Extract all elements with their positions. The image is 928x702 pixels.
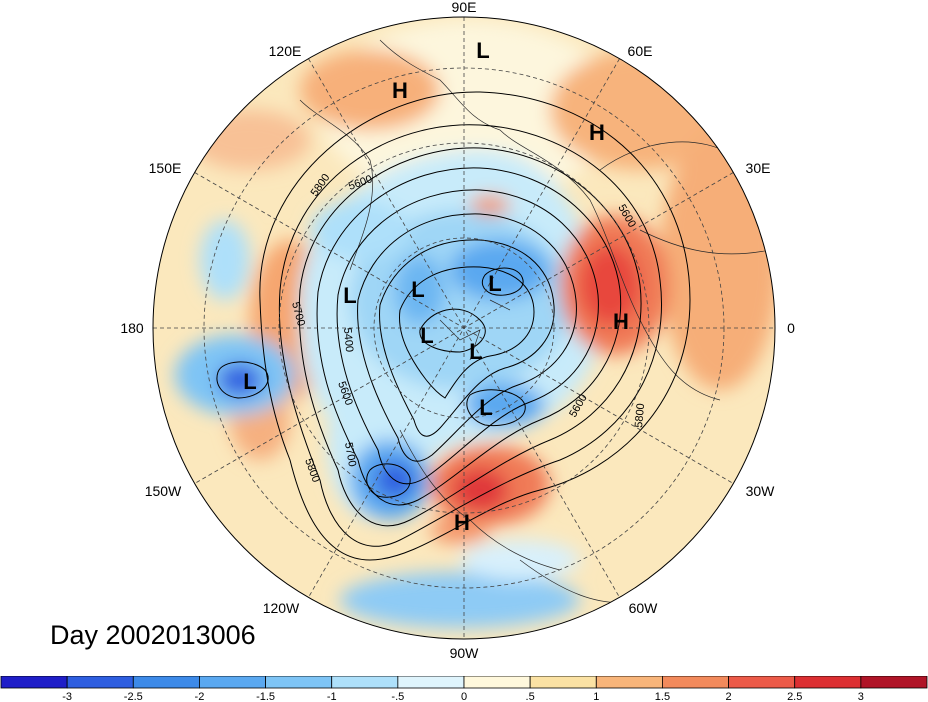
- colorbar-tick-label: 1.5: [655, 691, 670, 702]
- lon-label: 180: [120, 320, 144, 336]
- colorbar-box: [728, 676, 796, 689]
- lon-label: 60W: [629, 600, 659, 616]
- low-center-marker: L: [411, 277, 424, 302]
- low-center-marker: L: [343, 283, 356, 308]
- high-center-marker: H: [589, 120, 605, 145]
- colorbar-tick-label: -3: [62, 691, 72, 702]
- high-center-marker: H: [454, 510, 470, 535]
- low-center-marker: L: [469, 339, 482, 364]
- high-center-marker: H: [613, 309, 629, 334]
- pressure-centers: L H H L L L H L L L L H: [243, 38, 629, 535]
- colorbar-tick-label: -2: [195, 691, 205, 702]
- colorbar-box: [0, 676, 68, 689]
- colorbar-box: [66, 676, 134, 689]
- colorbar-tick-label: 1: [593, 691, 599, 702]
- colorbar-box: [794, 676, 862, 689]
- lon-label: 90E: [452, 0, 477, 15]
- contour-label: 5700: [342, 441, 358, 467]
- low-center-marker: L: [420, 323, 433, 348]
- lon-label: 60E: [628, 43, 653, 59]
- colorbar-tick-label: -1.5: [256, 691, 275, 702]
- colorbar-tick-label: 2.5: [787, 691, 802, 702]
- colorbar-box: [265, 676, 333, 689]
- map-boundary: [152, 16, 776, 640]
- colorbar-tick-label: 2: [726, 691, 732, 702]
- colorbar: -3 -2.5 -2 -1.5 -1 -.5 0 .5 1 1.5 2 2.5 3: [0, 676, 928, 702]
- low-center-marker: L: [479, 395, 492, 420]
- low-center-marker: L: [243, 369, 256, 394]
- lon-label: 30E: [746, 160, 771, 176]
- height-contours: [216, 91, 691, 561]
- lon-label: 150W: [145, 483, 182, 499]
- colorbar-box: [199, 676, 266, 689]
- colorbar-tick-label: -1: [327, 691, 337, 702]
- colorbar-tick-label: 3: [858, 691, 864, 702]
- lon-label: 120E: [269, 43, 302, 59]
- colorbar-box: [132, 676, 200, 689]
- high-center-marker: H: [392, 78, 408, 103]
- graticule: [153, 17, 775, 639]
- colorbar-box: [860, 676, 928, 689]
- map-title: Day 2002013006: [50, 620, 256, 650]
- colorbar-tick-label: .5: [526, 691, 535, 702]
- colorbar-tick-label: -.5: [391, 691, 404, 702]
- colorbar-box: [595, 676, 663, 689]
- colorbar-ticks: -3 -2.5 -2 -1.5 -1 -.5 0 .5 1 1.5 2 2.5 3: [62, 691, 864, 702]
- lon-label: 30W: [746, 483, 776, 499]
- low-center-marker: L: [488, 271, 501, 296]
- colorbar-tick-label: 0: [461, 691, 467, 702]
- lon-label: 150E: [149, 160, 182, 176]
- longitude-labels: 90E 60E 30E 0 30W 60W 90W 120W 150W 180 …: [120, 0, 795, 661]
- colorbar-box: [529, 676, 597, 689]
- lon-label: 0: [787, 320, 795, 336]
- colorbar-box: [662, 676, 729, 689]
- colorbar-box: [463, 676, 531, 689]
- colorbar-box: [397, 676, 465, 689]
- low-center-marker: L: [476, 38, 489, 63]
- contour-label: 5800: [633, 403, 647, 428]
- colorbar-tick-label: -2.5: [124, 691, 143, 702]
- colorbar-boxes: [0, 676, 928, 689]
- colorbar-box: [331, 676, 399, 689]
- lon-label: 120W: [263, 600, 300, 616]
- contour-label: 5400: [341, 327, 355, 352]
- lon-label: 90W: [450, 645, 480, 661]
